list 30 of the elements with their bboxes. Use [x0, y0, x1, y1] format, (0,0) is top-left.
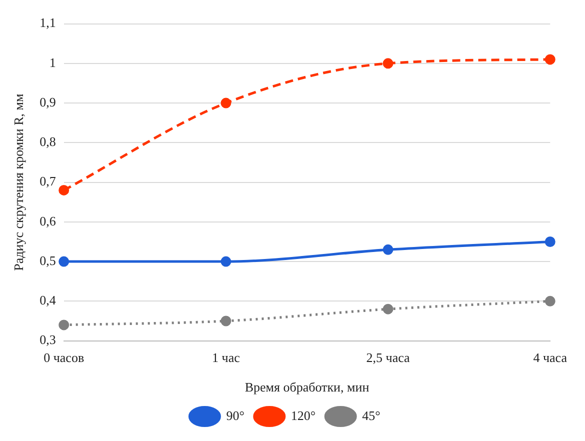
point	[382, 58, 394, 69]
legend-label: 90°	[226, 408, 244, 423]
point	[544, 54, 556, 65]
y-tick-label: 0,7	[40, 174, 56, 189]
y-tick-label: 0,4	[40, 292, 56, 308]
y-tick-label: 1	[49, 54, 56, 70]
x-tick-label: 1 час	[212, 350, 240, 366]
y-axis-title: Радиус скрутения кромки R, мм	[11, 94, 26, 271]
point	[220, 316, 232, 326]
point	[382, 304, 394, 314]
point	[58, 256, 70, 267]
y-tick-label: 0,3	[40, 332, 56, 348]
point	[382, 244, 394, 255]
point	[58, 320, 70, 330]
x-tick-label: 0 часов	[44, 350, 84, 366]
point	[544, 296, 556, 306]
x-tick-label: 2,5 часа	[366, 350, 410, 366]
x-axis-title: Время обработки, мин	[244, 380, 370, 395]
y-tick-label: 0,5	[40, 252, 56, 268]
y-tick-label: 0,6	[40, 213, 56, 228]
point	[58, 184, 70, 196]
point	[220, 256, 232, 267]
x-tick-label: 4 часа	[533, 350, 568, 366]
point	[544, 236, 556, 247]
y-tick-label: 0,9	[40, 94, 56, 110]
y-tick-label: 1,1	[40, 15, 56, 30]
y-tick-label: 0,8	[40, 134, 56, 150]
legend-label: 120°	[290, 408, 316, 423]
point	[220, 98, 232, 108]
legend-label: 45°	[362, 408, 380, 423]
